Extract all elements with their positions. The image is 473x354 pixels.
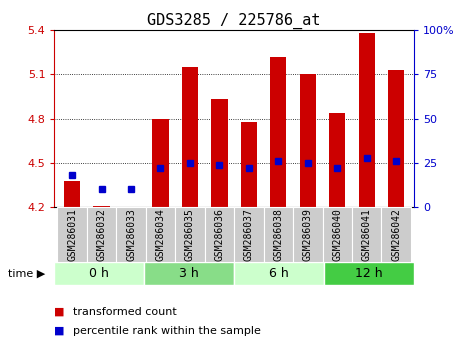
- Text: GSM286038: GSM286038: [273, 208, 283, 261]
- Bar: [352, 207, 381, 262]
- Bar: [175, 207, 205, 262]
- Text: GSM286033: GSM286033: [126, 208, 136, 261]
- Bar: [182, 67, 198, 207]
- Text: GSM286042: GSM286042: [391, 208, 401, 261]
- Bar: [211, 99, 228, 207]
- Text: 6 h: 6 h: [269, 267, 289, 280]
- Text: GSM286037: GSM286037: [244, 208, 254, 261]
- Text: GSM286039: GSM286039: [303, 208, 313, 261]
- Text: GSM286036: GSM286036: [214, 208, 224, 261]
- Bar: [323, 207, 352, 262]
- Text: GSM286032: GSM286032: [96, 208, 106, 261]
- Text: GSM286034: GSM286034: [156, 208, 166, 261]
- Text: GSM286040: GSM286040: [332, 208, 342, 261]
- Bar: [87, 207, 116, 262]
- Text: ■: ■: [54, 326, 65, 336]
- Text: GSM286031: GSM286031: [67, 208, 77, 261]
- Bar: [57, 207, 87, 262]
- Bar: [381, 207, 411, 262]
- Text: GSM286041: GSM286041: [362, 208, 372, 261]
- Bar: [54, 262, 144, 285]
- Text: GSM286035: GSM286035: [185, 208, 195, 261]
- Bar: [234, 207, 263, 262]
- Bar: [324, 262, 414, 285]
- Bar: [234, 262, 324, 285]
- Bar: [241, 121, 257, 207]
- Bar: [205, 207, 234, 262]
- Bar: [293, 207, 323, 262]
- Text: 12 h: 12 h: [355, 267, 383, 280]
- Bar: [144, 262, 234, 285]
- Text: percentile rank within the sample: percentile rank within the sample: [73, 326, 261, 336]
- Bar: [359, 33, 375, 207]
- Bar: [146, 207, 175, 262]
- Bar: [329, 113, 345, 207]
- Text: 3 h: 3 h: [179, 267, 199, 280]
- Title: GDS3285 / 225786_at: GDS3285 / 225786_at: [148, 12, 321, 29]
- Bar: [116, 207, 146, 262]
- Text: 0 h: 0 h: [89, 267, 109, 280]
- Bar: [152, 119, 168, 207]
- Bar: [388, 70, 404, 207]
- Text: time ▶: time ▶: [8, 268, 45, 279]
- Bar: [64, 181, 80, 207]
- Bar: [94, 206, 110, 207]
- Text: transformed count: transformed count: [73, 307, 177, 316]
- Bar: [300, 74, 316, 207]
- Bar: [263, 207, 293, 262]
- Bar: [270, 57, 287, 207]
- Text: ■: ■: [54, 307, 65, 316]
